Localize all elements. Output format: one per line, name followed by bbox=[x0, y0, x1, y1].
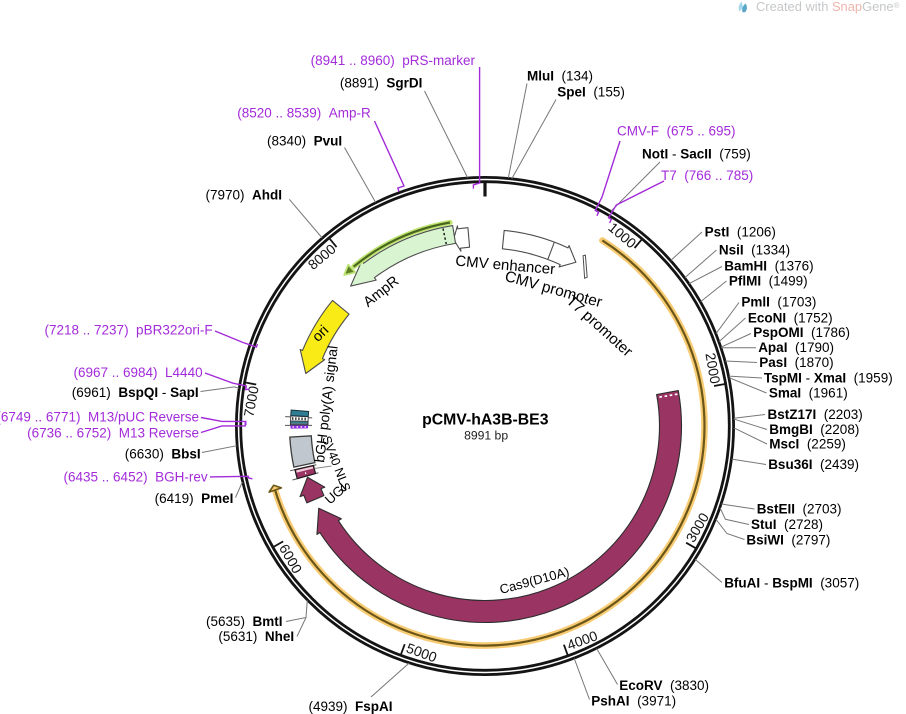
svg-text:(6967 .. 6984) L4440: (6967 .. 6984) L4440 bbox=[73, 365, 202, 380]
svg-text:BstEII (2703): BstEII (2703) bbox=[757, 502, 842, 517]
svg-text:(8941 .. 8960) pRS-marker: (8941 .. 8960) pRS-marker bbox=[311, 53, 476, 68]
svg-text:(6961) BspQI - SapI: (6961) BspQI - SapI bbox=[72, 385, 199, 400]
svg-text:MscI (2259): MscI (2259) bbox=[769, 437, 846, 452]
svg-text:BamHI (1376): BamHI (1376) bbox=[724, 259, 813, 274]
svg-text:(8891) SgrDI: (8891) SgrDI bbox=[340, 76, 423, 91]
svg-text:PshAI (3971): PshAI (3971) bbox=[591, 693, 676, 708]
svg-text:SmaI (1961): SmaI (1961) bbox=[769, 385, 848, 400]
svg-text:EcoRV (3830): EcoRV (3830) bbox=[619, 678, 709, 693]
svg-text:2000: 2000 bbox=[702, 352, 723, 386]
svg-text:BfuAI - BspMI (3057): BfuAI - BspMI (3057) bbox=[724, 575, 859, 590]
svg-text:TspMI - XmaI (1959): TspMI - XmaI (1959) bbox=[764, 370, 893, 385]
svg-text:T7 (766 .. 785): T7 (766 .. 785) bbox=[661, 168, 753, 183]
svg-text:(6630) BbsI: (6630) BbsI bbox=[125, 447, 201, 462]
svg-text:SpeI (155): SpeI (155) bbox=[557, 85, 625, 100]
svg-text:(7218 .. 7237) pBR322ori-F: (7218 .. 7237) pBR322ori-F bbox=[45, 322, 213, 337]
svg-text:NotI - SacII (759): NotI - SacII (759) bbox=[642, 146, 751, 161]
svg-text:(6419) PmeI: (6419) PmeI bbox=[155, 491, 234, 506]
svg-text:(8520 .. 8539) Amp-R: (8520 .. 8539) Amp-R bbox=[237, 106, 371, 121]
svg-text:ApaI (1790): ApaI (1790) bbox=[758, 340, 834, 355]
svg-text:BsiWI (2797): BsiWI (2797) bbox=[746, 533, 830, 548]
svg-text:BmgBI (2208): BmgBI (2208) bbox=[769, 422, 859, 437]
svg-text:(8340) PvuI: (8340) PvuI bbox=[267, 134, 342, 149]
svg-text:7000: 7000 bbox=[240, 384, 261, 418]
svg-text:StuI (2728): StuI (2728) bbox=[751, 517, 823, 532]
svg-text:MluI (134): MluI (134) bbox=[527, 68, 593, 83]
svg-text:(7970) AhdI: (7970) AhdI bbox=[205, 188, 282, 203]
svg-text:(5635) BmtI: (5635) BmtI bbox=[206, 614, 283, 629]
svg-text:(5631) NheI: (5631) NheI bbox=[218, 629, 294, 644]
svg-text:(6736 .. 6752) M13 Reverse: (6736 .. 6752) M13 Reverse bbox=[27, 426, 199, 441]
svg-text:Created with SnapGene®: Created with SnapGene® bbox=[756, 0, 900, 14]
svg-text:8991 bp: 8991 bp bbox=[464, 429, 508, 443]
svg-text:BstZ17I (2203): BstZ17I (2203) bbox=[768, 407, 863, 422]
svg-text:PasI (1870): PasI (1870) bbox=[759, 355, 833, 370]
svg-text:pCMV-hA3B-BE3: pCMV-hA3B-BE3 bbox=[422, 412, 549, 429]
svg-text:EcoNI (1752): EcoNI (1752) bbox=[748, 310, 833, 325]
svg-text:PstI (1206): PstI (1206) bbox=[705, 224, 776, 239]
svg-text:(6749 .. 6771) M13/pUC Revers: (6749 .. 6771) M13/pUC Reverse bbox=[0, 410, 199, 425]
svg-text:(6435 .. 6452) BGH-rev: (6435 .. 6452) BGH-rev bbox=[64, 470, 208, 485]
svg-text:PmlI (1703): PmlI (1703) bbox=[741, 295, 816, 310]
svg-text:Bsu36I (2439): Bsu36I (2439) bbox=[768, 457, 859, 472]
svg-text:PflMI (1499): PflMI (1499) bbox=[729, 273, 808, 288]
svg-text:(4939) FspAI: (4939) FspAI bbox=[308, 699, 392, 714]
svg-text:NsiI (1334): NsiI (1334) bbox=[719, 243, 790, 258]
svg-text:PspOMI (1786): PspOMI (1786) bbox=[753, 325, 850, 340]
svg-text:CMV-F (675 .. 695): CMV-F (675 .. 695) bbox=[617, 123, 736, 138]
